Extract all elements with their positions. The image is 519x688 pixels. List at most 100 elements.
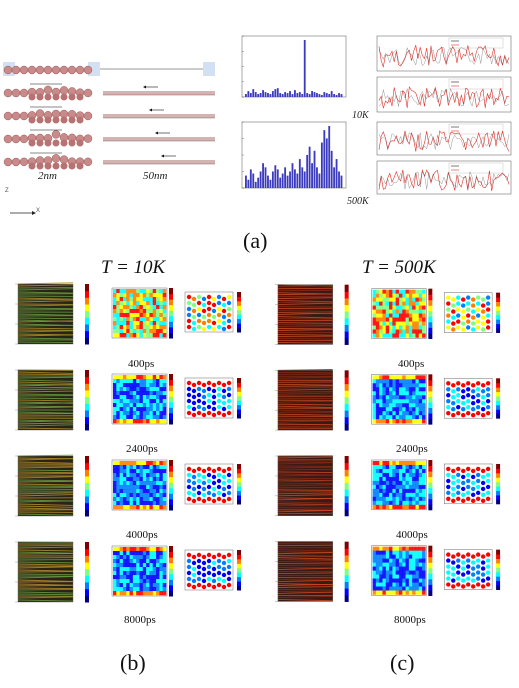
axis-triad-icon [10,211,36,215]
atom-bead [59,65,69,75]
atom-bead [19,65,29,75]
colorbar [85,456,89,517]
bar [338,93,340,97]
bar [333,167,336,188]
edge-time-series-500K [376,121,512,195]
bar [284,92,287,97]
atom-bead [35,109,45,118]
scale-label-50nm: 50nm [143,170,168,182]
atom-bead [11,88,21,98]
time-label-c-400: 400ps [398,358,425,370]
series-line [378,46,510,67]
bar [259,171,262,188]
atom-bead [3,111,13,121]
bar [313,92,316,97]
atom-bead [51,130,61,139]
colorbar [428,288,433,339]
bar [276,169,279,188]
bar [294,90,296,97]
time-label-c-8000: 8000ps [394,614,426,626]
bar [316,167,318,188]
bar [308,146,311,188]
bar [306,154,309,188]
atom-bead [43,85,53,95]
bar [267,93,269,97]
bar [247,179,250,188]
bar [318,94,321,97]
atom-bead [83,111,93,121]
edge-time-series-10K [376,35,512,113]
temperature-label-10K: 10K [352,110,369,121]
bar [323,92,326,97]
snapshot-grid [15,282,241,603]
bar [340,94,343,97]
bar [301,167,304,188]
colorbar [237,292,241,333]
bar [289,171,291,188]
atom-bead [11,134,21,144]
colorbar [344,541,349,602]
colorbar [428,459,433,511]
atom-bead [27,65,37,75]
bar [259,93,262,97]
time-label-b-400: 400ps [128,358,155,370]
bar [286,175,289,188]
bar [271,171,274,188]
bar [247,91,250,97]
panel-a: 2nm 50nm Z X 10K 500K (a) [0,0,519,260]
bar [333,94,336,97]
series-line [378,86,510,109]
bar [323,130,326,188]
bar [281,173,284,188]
atom-bead [51,154,61,163]
atom-bead [3,88,13,98]
colorbar [496,549,501,590]
panel-label-a: (a) [243,228,268,253]
colorbar [169,288,173,339]
atom-bead [83,134,93,143]
atom-bead [59,86,69,95]
bar [303,171,306,188]
bar [274,89,277,97]
bar [262,163,264,188]
bar [245,94,247,97]
panel-b-title: T = 10K [101,257,166,278]
bar [257,177,260,188]
bar [318,173,321,188]
series-line [378,130,510,152]
bar [245,175,247,188]
bar [311,163,313,188]
bar [338,171,340,188]
bar [271,91,274,97]
panel-label-c: (c) [390,650,415,675]
atom-bead [11,65,21,75]
bar [330,150,333,188]
atom-bead [83,157,93,167]
colorbar [496,463,501,505]
colorbar [496,378,501,419]
atom-bead [83,65,93,75]
colorbar [344,456,349,517]
atom-bead [67,65,77,75]
bar [311,91,313,97]
bar [269,179,272,188]
atom-bead [3,65,13,75]
bar [279,177,282,188]
bar [291,94,294,97]
atom-bead [83,88,93,98]
bar [262,90,264,97]
series-line [378,88,510,107]
bar [286,93,289,97]
bar [294,169,296,188]
bar [289,91,291,97]
temperature-label-500K: 500K [347,196,369,207]
colorbar [428,374,433,425]
atom-bead [35,65,45,75]
colorbar [344,370,349,431]
bar [316,93,318,97]
bar [269,94,272,97]
atom-bead [11,157,21,167]
time-label-b-8000: 8000ps [124,614,156,626]
time-label-c-4000: 4000ps [396,529,428,541]
bar [306,93,309,97]
